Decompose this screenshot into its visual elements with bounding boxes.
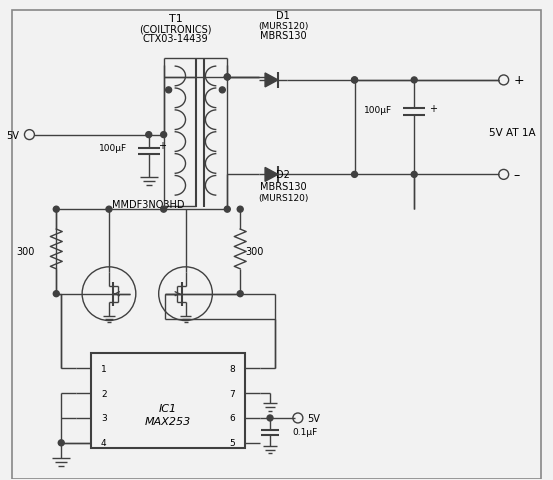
Text: 100μF: 100μF bbox=[99, 144, 127, 153]
Text: 3: 3 bbox=[101, 414, 107, 422]
Circle shape bbox=[220, 88, 225, 94]
Text: 6: 6 bbox=[229, 414, 235, 422]
Circle shape bbox=[161, 207, 166, 213]
Text: MBRS130: MBRS130 bbox=[260, 31, 306, 41]
Circle shape bbox=[166, 88, 171, 94]
Circle shape bbox=[58, 440, 64, 446]
Text: T1: T1 bbox=[169, 14, 182, 24]
Text: –: – bbox=[514, 168, 520, 181]
Text: 0.1μF: 0.1μF bbox=[292, 428, 317, 436]
Circle shape bbox=[53, 207, 59, 213]
Text: 8: 8 bbox=[229, 364, 235, 373]
Circle shape bbox=[267, 415, 273, 421]
Bar bbox=[91, 354, 245, 448]
Text: +: + bbox=[158, 140, 166, 150]
Polygon shape bbox=[265, 168, 278, 182]
Text: 4: 4 bbox=[101, 438, 107, 447]
Circle shape bbox=[352, 78, 358, 84]
Text: MBRS130: MBRS130 bbox=[260, 182, 306, 192]
Text: MMDF3NO3HD: MMDF3NO3HD bbox=[112, 200, 185, 210]
Circle shape bbox=[161, 132, 166, 138]
Circle shape bbox=[411, 172, 417, 178]
Text: MAX253: MAX253 bbox=[145, 416, 191, 426]
Circle shape bbox=[352, 172, 358, 178]
Circle shape bbox=[237, 207, 243, 213]
Text: CTX03-14439: CTX03-14439 bbox=[143, 34, 208, 44]
Text: (MURS120): (MURS120) bbox=[258, 193, 308, 203]
Circle shape bbox=[106, 207, 112, 213]
Circle shape bbox=[411, 78, 417, 84]
Text: D1: D1 bbox=[276, 11, 290, 21]
Text: (MURS120): (MURS120) bbox=[258, 22, 308, 31]
Text: 5: 5 bbox=[229, 438, 235, 447]
Text: +: + bbox=[429, 104, 437, 114]
Text: IC1: IC1 bbox=[159, 403, 177, 413]
Circle shape bbox=[225, 75, 230, 81]
Polygon shape bbox=[265, 74, 278, 88]
Circle shape bbox=[352, 78, 358, 84]
Text: 5V: 5V bbox=[307, 413, 320, 423]
Text: 5V AT 1A: 5V AT 1A bbox=[489, 127, 535, 137]
Text: 5V: 5V bbox=[7, 131, 19, 140]
Circle shape bbox=[146, 132, 152, 138]
Circle shape bbox=[225, 75, 230, 81]
Text: 300: 300 bbox=[245, 246, 264, 256]
Text: 7: 7 bbox=[229, 389, 235, 398]
Text: 300: 300 bbox=[16, 246, 34, 256]
Text: +: + bbox=[514, 74, 524, 87]
Text: 2: 2 bbox=[101, 389, 107, 398]
Text: D2: D2 bbox=[276, 170, 290, 180]
Text: (COILTRONICS): (COILTRONICS) bbox=[139, 24, 212, 34]
Text: 100μF: 100μF bbox=[364, 106, 392, 115]
Circle shape bbox=[53, 291, 59, 297]
Circle shape bbox=[225, 207, 230, 213]
Circle shape bbox=[237, 291, 243, 297]
Text: 1: 1 bbox=[101, 364, 107, 373]
